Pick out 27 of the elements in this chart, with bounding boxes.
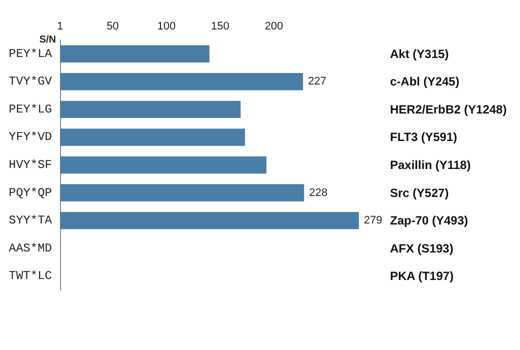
y2-tick-label: FLT3 (Y591) bbox=[390, 130, 458, 144]
y-tick-label: PEY*LG bbox=[8, 102, 52, 116]
y-tick-label: PQY*QP bbox=[8, 186, 52, 200]
x-tick-label: 150 bbox=[211, 20, 230, 32]
y2-tick-label: Src (Y527) bbox=[390, 186, 449, 200]
y2-tick-label: HER2/ErbB2 (Y1248) bbox=[390, 102, 507, 116]
x-tick-label: 50 bbox=[106, 20, 119, 32]
x-tick-label: 100 bbox=[157, 20, 176, 32]
y-tick-label: TWT*LC bbox=[8, 269, 52, 284]
y-tick-label: AAS*MD bbox=[8, 241, 52, 256]
data-label: 228 bbox=[309, 186, 328, 199]
y2-tick-label: Akt (Y315) bbox=[390, 46, 449, 61]
y-tick-label: HVY*SF bbox=[8, 158, 52, 172]
y-tick-label: YFY*VD bbox=[8, 130, 52, 144]
x-axis-title: S/N bbox=[39, 34, 56, 46]
y2-tick-label: PKA (T197) bbox=[390, 269, 454, 284]
y-tick-label: SYY*TA bbox=[8, 214, 53, 228]
y2-tick-label: Zap-70 (Y493) bbox=[390, 214, 468, 228]
data-label: 227 bbox=[308, 76, 326, 88]
y-tick-label: PEY*LA bbox=[8, 46, 53, 61]
y2-tick-label: c-Abl (Y245) bbox=[390, 74, 460, 89]
x-tick-label: 200 bbox=[264, 20, 284, 32]
y-tick-label: TVY*GV bbox=[8, 74, 53, 89]
data-label: 279 bbox=[364, 214, 382, 227]
x-tick-label: 1 bbox=[56, 20, 64, 32]
y2-tick-label: Paxillin (Y118) bbox=[390, 158, 471, 172]
y2-tick-label: AFX (S193) bbox=[390, 241, 454, 256]
